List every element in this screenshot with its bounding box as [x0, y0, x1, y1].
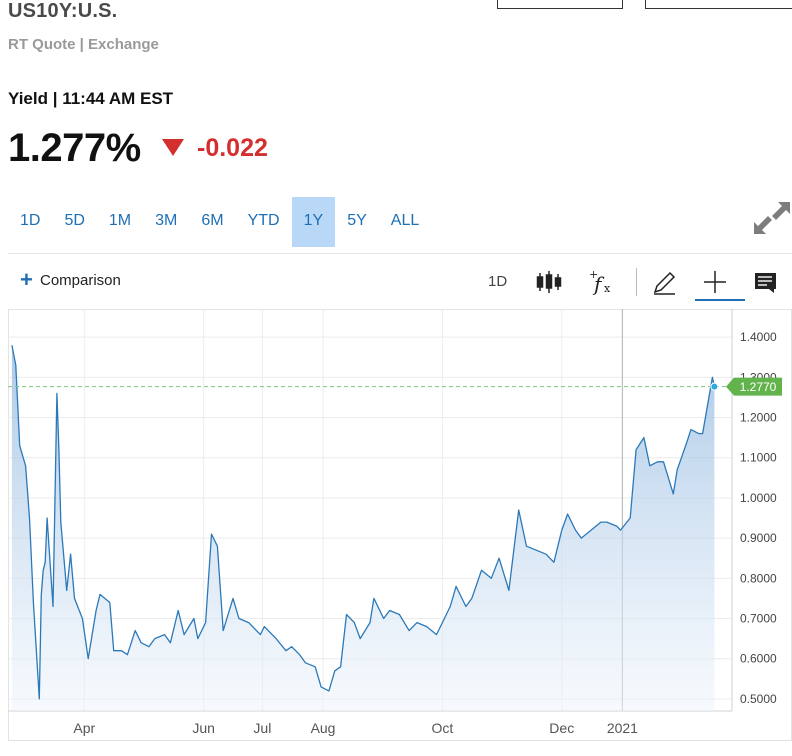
- svg-text:x: x: [604, 282, 611, 295]
- active-tool-indicator: [695, 299, 745, 301]
- top-action-button-1[interactable]: [497, 0, 623, 9]
- y-tick-label: 1.1000: [740, 451, 777, 465]
- interval-selector[interactable]: 1D: [488, 273, 508, 290]
- y-tick-label: 1.0000: [740, 491, 777, 505]
- y-tick-label: 0.6000: [740, 652, 777, 666]
- range-tab-6m[interactable]: 6M: [201, 212, 224, 229]
- range-tab-3m[interactable]: 3M: [155, 212, 178, 229]
- series-area: [11, 345, 715, 711]
- price-change: -0.022: [197, 134, 268, 162]
- x-tick-label: 2021: [607, 720, 638, 736]
- yield-chart[interactable]: 1.4000 1.3000 1.2000 1.1000 1.0000 0.9000 0.80…: [8, 309, 792, 751]
- y-tick-label: 1.2000: [740, 411, 777, 425]
- range-tab-5d[interactable]: 5D: [64, 212, 85, 229]
- symbol-title: US10Y:U.S.: [8, 0, 118, 22]
- x-tick-label: Jul: [253, 720, 271, 736]
- x-tick-label: Aug: [311, 720, 336, 736]
- chart-canvas[interactable]: 1.40001.30001.20001.10001.00000.90000.80…: [8, 309, 792, 751]
- current-price: 1.277%: [8, 126, 141, 170]
- function-fx-icon[interactable]: + f x: [588, 268, 616, 296]
- range-tab-1y[interactable]: 1Y: [291, 197, 336, 247]
- svg-text:+: +: [589, 268, 598, 281]
- yield-label: Yield | 11:44 AM EST: [8, 89, 174, 108]
- x-tick-label: Jun: [192, 720, 215, 736]
- y-tick-label: 0.9000: [740, 531, 777, 545]
- range-tab-1m[interactable]: 1M: [108, 212, 132, 229]
- x-tick-label: Dec: [549, 720, 574, 736]
- toolbar-separator: [636, 268, 637, 296]
- range-tab-1d[interactable]: 1D: [20, 212, 41, 229]
- last-value-badge: [726, 377, 782, 396]
- toolbar-divider: [8, 253, 792, 254]
- pencil-icon[interactable]: [651, 268, 679, 296]
- add-comparison-icon[interactable]: +: [20, 267, 33, 292]
- top-action-button-2[interactable]: [645, 0, 792, 9]
- quote-source: RT Quote | Exchange: [8, 36, 159, 53]
- x-tick-label: Oct: [432, 720, 454, 736]
- y-tick-label: 0.8000: [740, 571, 777, 585]
- last-value-label: 1.2770: [740, 380, 777, 394]
- y-tick-label: 1.4000: [740, 330, 777, 344]
- range-tabs: 1D 5D 1M 3M 6M YTD 1Y 5Y ALL: [8, 197, 431, 247]
- range-tab-5y[interactable]: 5Y: [347, 212, 367, 229]
- y-tick-label: 0.7000: [740, 612, 777, 626]
- x-tick-label: Apr: [73, 720, 95, 736]
- range-tab-ytd[interactable]: YTD: [247, 212, 280, 229]
- last-value-marker: [710, 382, 719, 391]
- y-tick-label: 0.5000: [740, 692, 777, 706]
- range-tab-all[interactable]: ALL: [390, 212, 420, 229]
- news-icon[interactable]: [752, 268, 780, 296]
- series-line: [11, 345, 716, 700]
- comparison-button[interactable]: Comparison: [40, 272, 121, 289]
- crosshair-icon[interactable]: [701, 268, 729, 296]
- expand-icon[interactable]: [752, 197, 792, 239]
- candlestick-icon[interactable]: [535, 268, 563, 296]
- down-arrow-icon: [162, 139, 184, 156]
